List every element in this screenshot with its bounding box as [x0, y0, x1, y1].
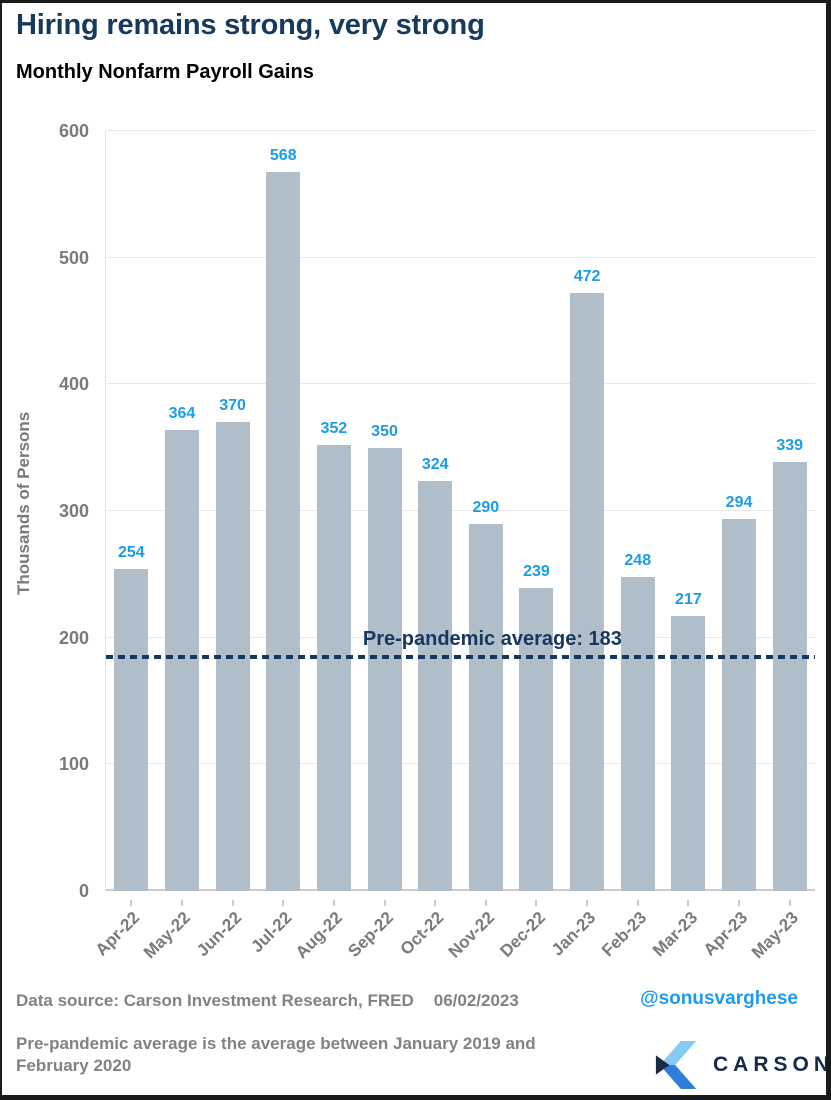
page-title: Hiring remains strong, very strong — [16, 9, 485, 41]
plot-area: 254 364 370 568 352 350 324 290 239 472 248 217 294 3… — [105, 130, 815, 891]
author-handle: @sonusvarghese — [640, 988, 798, 1009]
bar-Sep-22 — [367, 447, 402, 891]
x-tick-Jul-22: Jul-22 — [247, 908, 296, 957]
bar-May-23 — [772, 461, 807, 891]
value-label-Sep-22: 350 — [371, 422, 398, 440]
footnote-line-2: February 2020 — [16, 1056, 132, 1076]
y-tick-600: 600 — [58, 121, 89, 141]
x-tick-mark-Jul-22 — [282, 900, 285, 906]
x-tick-Feb-23: Feb-23 — [598, 908, 651, 961]
x-tick-mark-Apr-22 — [130, 900, 133, 906]
bar-Apr-23 — [722, 518, 757, 891]
gridline-300 — [106, 510, 815, 511]
gridline-600 — [106, 130, 815, 131]
x-tick-Dec-22: Dec-22 — [496, 908, 549, 961]
x-axis-tick-labels: Apr-22 May-22 Jun-22 Jul-22 Aug-22 Sep-22 Oct-… — [92, 900, 814, 980]
x-tick-mark-Jan-23 — [586, 900, 589, 906]
bar-Jul-22 — [266, 171, 301, 891]
gridline-0 — [106, 889, 815, 891]
value-label-Oct-22: 324 — [421, 455, 449, 473]
data-source-text: Data source: Carson Investment Research,… — [16, 991, 519, 1011]
source-label: Data source: Carson Investment Research,… — [16, 991, 414, 1010]
x-tick-mark-Jun-22 — [231, 900, 234, 906]
y-tick-0: 0 — [78, 881, 89, 901]
x-tick-Sep-22: Sep-22 — [344, 908, 397, 961]
x-tick-mark-Apr-23 — [738, 900, 741, 906]
x-tick-mark-Mar-23 — [687, 900, 690, 906]
x-tick-Nov-22: Nov-22 — [444, 908, 499, 962]
y-tick-300: 300 — [58, 501, 89, 521]
x-tick-mark-Oct-22 — [434, 900, 437, 906]
x-tick-Jun-22: Jun-22 — [192, 908, 246, 961]
gridline-200 — [106, 636, 815, 638]
value-label-Jul-22: 568 — [269, 146, 297, 164]
bar-Oct-22 — [418, 480, 453, 891]
value-label-Mar-23: 217 — [675, 591, 702, 609]
y-tick-100: 100 — [58, 754, 89, 775]
x-tick-mark-Aug-22 — [332, 900, 335, 906]
value-label-Jun-22: 370 — [219, 397, 246, 415]
value-label-Jan-23: 472 — [573, 268, 601, 286]
gridline-500 — [106, 256, 815, 258]
source-date: 06/02/2023 — [433, 991, 519, 1010]
y-tick-200: 200 — [58, 627, 89, 648]
carson-chevron-icon — [655, 1041, 697, 1089]
x-tick-mark-Nov-22 — [484, 900, 487, 906]
y-axis-tick-labels: 0 100 200 300 400 500 600 — [2, 121, 97, 901]
bar-Dec-22 — [519, 588, 554, 891]
gridline-100 — [106, 763, 815, 765]
value-label-Apr-23: 294 — [725, 493, 753, 511]
value-label-Apr-22: 254 — [117, 544, 145, 562]
value-label-Aug-22: 352 — [320, 420, 348, 438]
x-tick-mark-May-23 — [788, 900, 791, 906]
carson-wordmark: CARSON — [713, 1053, 831, 1076]
bar-Apr-22 — [114, 569, 149, 891]
bar-May-22 — [164, 429, 199, 891]
x-tick-May-22: May-22 — [140, 908, 195, 963]
bar-Nov-22 — [468, 523, 503, 891]
footnote-text: Pre-pandemic average is the average betw… — [16, 1033, 616, 1078]
bar-Jan-23 — [570, 293, 605, 891]
value-label-Feb-23: 248 — [624, 551, 652, 569]
x-tick-Aug-22: Aug-22 — [292, 908, 347, 963]
x-tick-mark-Sep-22 — [383, 900, 386, 906]
value-label-May-23: 339 — [776, 436, 804, 454]
pre-pandemic-average-label: Pre-pandemic average: 183 — [362, 628, 622, 651]
value-label-Nov-22: 290 — [472, 498, 500, 516]
chart-subtitle: Monthly Nonfarm Payroll Gains — [16, 61, 314, 83]
carson-logo: CARSON — [654, 1039, 831, 1091]
x-tick-mark-May-22 — [180, 900, 183, 906]
x-tick-Mar-23: Mar-23 — [648, 908, 701, 961]
bar-Feb-23 — [620, 576, 655, 891]
x-tick-Jan-23: Jan-23 — [548, 908, 600, 960]
gridline-400 — [106, 383, 815, 385]
x-tick-mark-Dec-22 — [535, 900, 538, 906]
y-tick-400: 400 — [58, 374, 89, 395]
footnote-line-1: Pre-pandemic average is the average betw… — [16, 1034, 536, 1053]
x-tick-Apr-22: Apr-22 — [92, 908, 144, 960]
pre-pandemic-average-line — [106, 655, 815, 660]
x-tick-Apr-23: Apr-23 — [699, 908, 752, 960]
x-tick-May-23: May-23 — [747, 908, 803, 963]
value-label-Dec-22: 239 — [523, 563, 550, 581]
bar-Aug-22 — [316, 445, 351, 891]
value-label-May-22: 364 — [168, 404, 196, 422]
x-tick-Oct-22: Oct-22 — [396, 908, 448, 959]
y-tick-500: 500 — [58, 247, 89, 268]
bar-Mar-23 — [671, 616, 706, 891]
x-tick-mark-Feb-23 — [636, 900, 639, 906]
